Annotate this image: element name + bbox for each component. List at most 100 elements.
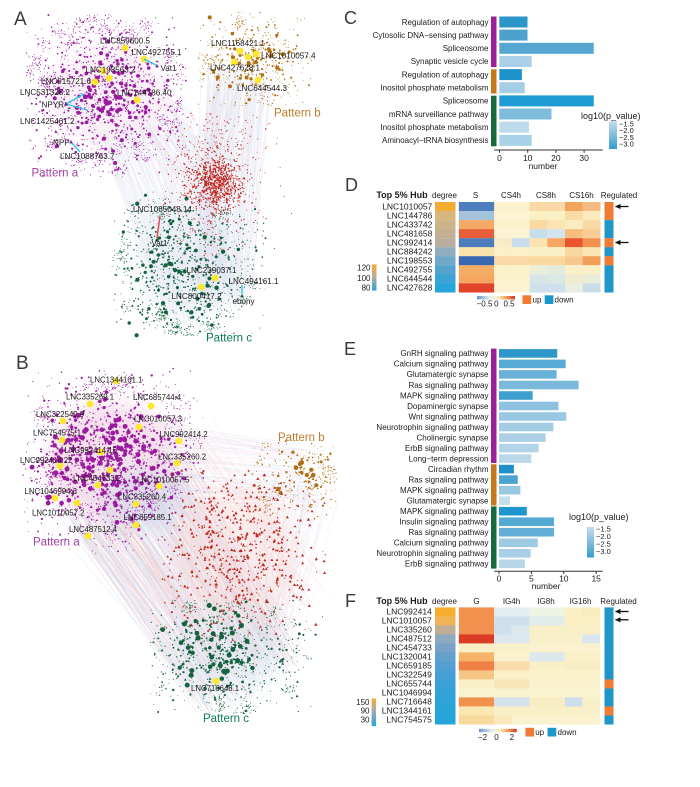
svg-text:up: up	[535, 728, 544, 737]
svg-text:mRNA surveillance pathway: mRNA surveillance pathway	[389, 110, 489, 119]
svg-text:number: number	[532, 581, 561, 591]
svg-text:Cholinergic synapse: Cholinergic synapse	[416, 433, 489, 442]
svg-text:log10(p_value): log10(p_value)	[569, 512, 629, 522]
svg-text:LNC492755.1: LNC492755.1	[132, 48, 182, 57]
svg-text:Regulation of autophagy: Regulation of autophagy	[402, 70, 489, 79]
svg-text:LNC655744: LNC655744	[386, 679, 432, 689]
svg-text:Regulated: Regulated	[601, 191, 637, 200]
svg-text:LNC884242: LNC884242	[387, 247, 433, 257]
svg-text:Circadian rhythm: Circadian rhythm	[428, 465, 489, 474]
svg-text:LNC1320041: LNC1320041	[382, 652, 432, 662]
svg-text:120: 120	[357, 263, 371, 272]
svg-text:LNC144786.40: LNC144786.40	[117, 89, 172, 98]
svg-text:Regulated: Regulated	[600, 597, 636, 606]
svg-text:down: down	[555, 296, 574, 305]
svg-text:LNC1010057.5: LNC1010057.5	[137, 476, 190, 485]
svg-text:Vat1: Vat1	[161, 64, 178, 73]
svg-text:LNC992414.16: LNC992414.16	[65, 446, 117, 455]
svg-text:up: up	[533, 296, 542, 305]
svg-text:10: 10	[523, 153, 533, 163]
svg-text:down: down	[558, 728, 577, 737]
svg-text:IG8h: IG8h	[537, 597, 554, 606]
svg-text:LNC433742: LNC433742	[387, 219, 433, 229]
svg-text:Ras signaling pathway: Ras signaling pathway	[408, 381, 488, 390]
svg-text:LNC492755: LNC492755	[387, 265, 433, 275]
svg-text:LNC716648: LNC716648	[386, 697, 432, 707]
svg-text:0.5: 0.5	[503, 300, 515, 309]
svg-text:Pattern a: Pattern a	[32, 168, 79, 180]
svg-text:−2: −2	[478, 733, 488, 742]
svg-text:150: 150	[356, 698, 370, 707]
svg-text:Top 5% Hub: Top 5% Hub	[376, 190, 428, 200]
svg-text:−1.5: −1.5	[596, 525, 611, 534]
svg-text:−0.5: −0.5	[477, 300, 493, 309]
svg-text:LNC992414: LNC992414	[387, 238, 433, 248]
svg-text:−2.5: −2.5	[619, 133, 634, 142]
svg-text:LNC685744.4: LNC685744.4	[133, 393, 182, 402]
svg-text:LNC644544.3: LNC644544.3	[237, 84, 287, 93]
svg-text:LNC335260: LNC335260	[386, 625, 432, 635]
svg-text:IG16h: IG16h	[570, 597, 592, 606]
svg-text:LNC1344161.1: LNC1344161.1	[90, 376, 142, 385]
svg-text:Pattern c: Pattern c	[203, 713, 249, 725]
svg-text:LNC531328.2: LNC531328.2	[20, 88, 70, 97]
svg-text:Neurotrophin signaling pathway: Neurotrophin signaling pathway	[376, 549, 488, 558]
svg-text:A: A	[14, 9, 27, 30]
svg-text:LNC010057.3: LNC010057.3	[134, 415, 182, 424]
svg-text:LNC1010057: LNC1010057	[382, 616, 432, 626]
svg-text:Vat1: Vat1	[152, 239, 169, 248]
svg-text:Cytosolic DNA−sensing pathway: Cytosolic DNA−sensing pathway	[373, 31, 489, 40]
svg-text:Inositol phosphate metabolism: Inositol phosphate metabolism	[380, 84, 488, 93]
svg-text:log10(p_value): log10(p_value)	[581, 111, 641, 121]
svg-text:ErbB signaling pathway: ErbB signaling pathway	[405, 560, 489, 569]
svg-text:0: 0	[494, 300, 499, 309]
svg-text:ErbB signaling pathway: ErbB signaling pathway	[405, 444, 489, 453]
svg-text:10: 10	[559, 574, 569, 584]
svg-text:NPYR: NPYR	[42, 101, 65, 110]
svg-text:LNC239037.1: LNC239037.1	[187, 266, 237, 275]
svg-text:LNC659185: LNC659185	[386, 661, 432, 671]
svg-text:LNC454733: LNC454733	[386, 643, 432, 653]
svg-text:Glutamatergic synapse: Glutamatergic synapse	[407, 370, 489, 379]
svg-text:Spliceosome: Spliceosome	[443, 97, 489, 106]
svg-text:Pattern b: Pattern b	[274, 108, 321, 120]
svg-text:LNC322549: LNC322549	[386, 670, 432, 680]
svg-text:Neurotrophin signaling pathway: Neurotrophin signaling pathway	[376, 423, 488, 432]
svg-text:LNC1168421.1: LNC1168421.1	[211, 39, 265, 48]
svg-text:LNC322549.9: LNC322549.9	[36, 410, 84, 419]
svg-text:Ras signaling pathway: Ras signaling pathway	[408, 475, 488, 484]
svg-text:0: 0	[497, 153, 502, 163]
svg-text:CS4h: CS4h	[501, 191, 521, 200]
svg-text:Dopaminergic synapse: Dopaminergic synapse	[407, 402, 489, 411]
svg-text:2: 2	[510, 733, 515, 742]
svg-text:CS16h: CS16h	[569, 191, 593, 200]
svg-text:Ras signaling pathway: Ras signaling pathway	[408, 528, 488, 537]
svg-text:LNC800417.2: LNC800417.2	[172, 292, 222, 301]
svg-text:MAPK signaling pathway: MAPK signaling pathway	[400, 486, 489, 495]
svg-text:LNC1010057.4: LNC1010057.4	[261, 52, 316, 61]
svg-text:15: 15	[591, 574, 601, 584]
svg-text:Pattern a: Pattern a	[33, 537, 80, 549]
svg-text:LNC859600.5: LNC859600.5	[100, 37, 150, 46]
svg-text:degree: degree	[432, 597, 457, 606]
svg-text:LNC659185.1: LNC659185.1	[124, 513, 172, 522]
svg-text:100: 100	[357, 274, 371, 283]
svg-text:NPF: NPF	[53, 139, 69, 148]
svg-text:30: 30	[579, 153, 589, 163]
svg-text:G: G	[473, 597, 479, 606]
svg-text:MAPK signaling pathway: MAPK signaling pathway	[400, 507, 489, 516]
svg-text:LNC1088763.7: LNC1088763.7	[60, 152, 115, 161]
svg-text:LNC992414: LNC992414	[386, 607, 432, 617]
svg-text:−2.5: −2.5	[596, 540, 611, 549]
svg-text:30: 30	[361, 716, 370, 725]
svg-text:−1.5: −1.5	[619, 120, 634, 129]
svg-text:0: 0	[494, 733, 499, 742]
svg-text:Pattern b: Pattern b	[278, 432, 325, 444]
svg-text:LNC754575.1: LNC754575.1	[33, 429, 81, 438]
svg-text:LNC992414.2: LNC992414.2	[160, 430, 208, 439]
svg-text:Calcium signaling pathway: Calcium signaling pathway	[394, 360, 489, 369]
svg-text:CS8h: CS8h	[536, 191, 556, 200]
svg-text:Wnt signaling pathway: Wnt signaling pathway	[408, 412, 488, 421]
svg-text:LNC494161.1: LNC494161.1	[229, 277, 279, 286]
svg-text:MAPK signaling pathway: MAPK signaling pathway	[400, 391, 489, 400]
